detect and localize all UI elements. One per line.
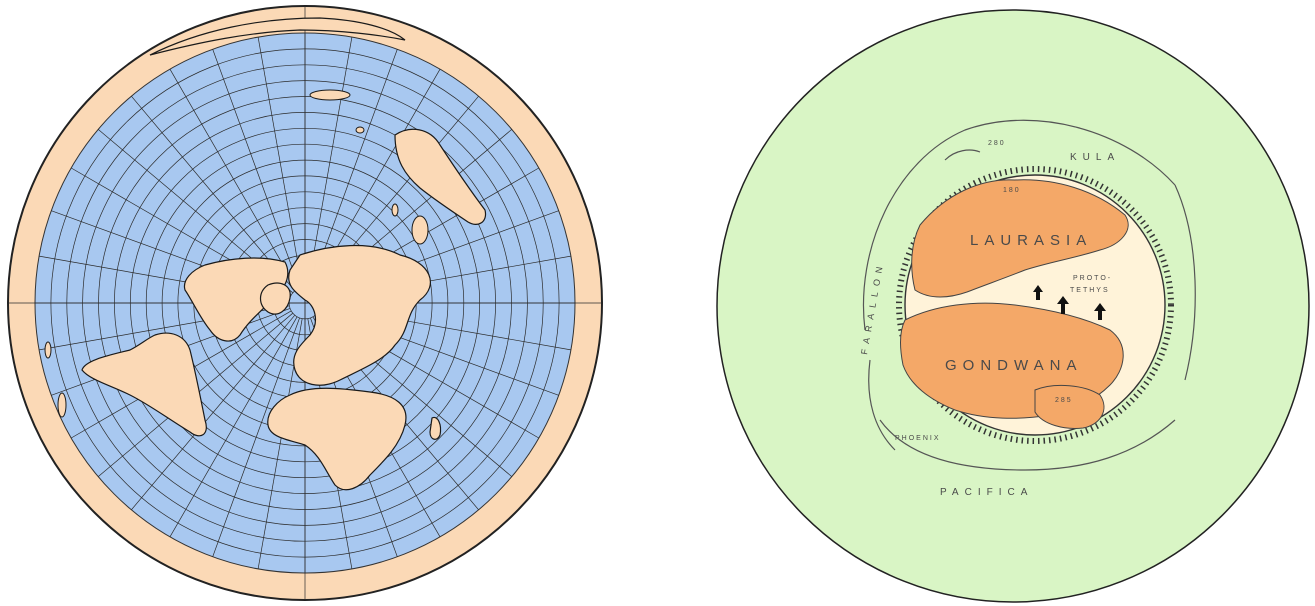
paleogeographic-map-svg: LAURASIA GONDWANA KULA PACIFICA PHOENIX … bbox=[716, 9, 1310, 603]
label-proto-tethys-1: PROTO- bbox=[1073, 275, 1112, 282]
islands bbox=[44, 89, 429, 418]
landmass-australia bbox=[394, 128, 487, 225]
meridian-line bbox=[131, 314, 296, 511]
landmass-antarctica-arc bbox=[149, 17, 406, 56]
meridian-line bbox=[212, 49, 300, 289]
polar-world-map bbox=[0, 0, 610, 606]
landmass-madagascar bbox=[429, 416, 442, 440]
meridian-line bbox=[257, 37, 303, 288]
label-age-mid: 180 bbox=[1003, 187, 1021, 194]
pangaea-landmass bbox=[900, 179, 1129, 429]
laurasia bbox=[911, 179, 1129, 298]
label-pacifica: PACIFICA bbox=[940, 487, 1033, 498]
label-laurasia: LAURASIA bbox=[970, 232, 1092, 249]
meridian-line bbox=[307, 37, 353, 288]
subduction-ticks bbox=[896, 166, 1174, 444]
landmass-africa bbox=[267, 387, 407, 491]
meridian-line bbox=[212, 317, 300, 557]
label-kula: KULA bbox=[1070, 152, 1120, 163]
meridian-line bbox=[169, 316, 298, 537]
label-age-top: 280 bbox=[988, 140, 1006, 147]
landmass-south-america bbox=[81, 332, 207, 437]
plate-boundaries bbox=[862, 119, 1196, 471]
paleogeographic-map: LAURASIA GONDWANA KULA PACIFICA PHOENIX … bbox=[705, 0, 1315, 606]
polar-world-map-svg bbox=[7, 5, 603, 601]
continents bbox=[81, 17, 487, 491]
label-phoenix: PHOENIX bbox=[895, 435, 941, 442]
landmass-north-america bbox=[183, 257, 289, 342]
landmass-eurasia bbox=[288, 244, 431, 386]
label-age-bottom: 285 bbox=[1055, 397, 1073, 404]
landmass-greenland bbox=[259, 282, 291, 315]
label-proto-tethys-2: TETHYS bbox=[1070, 287, 1110, 294]
meridian-line bbox=[169, 69, 298, 290]
motion-arrows bbox=[1033, 285, 1106, 320]
antarctic-block bbox=[1034, 385, 1105, 429]
label-gondwana: GONDWANA bbox=[945, 357, 1082, 374]
